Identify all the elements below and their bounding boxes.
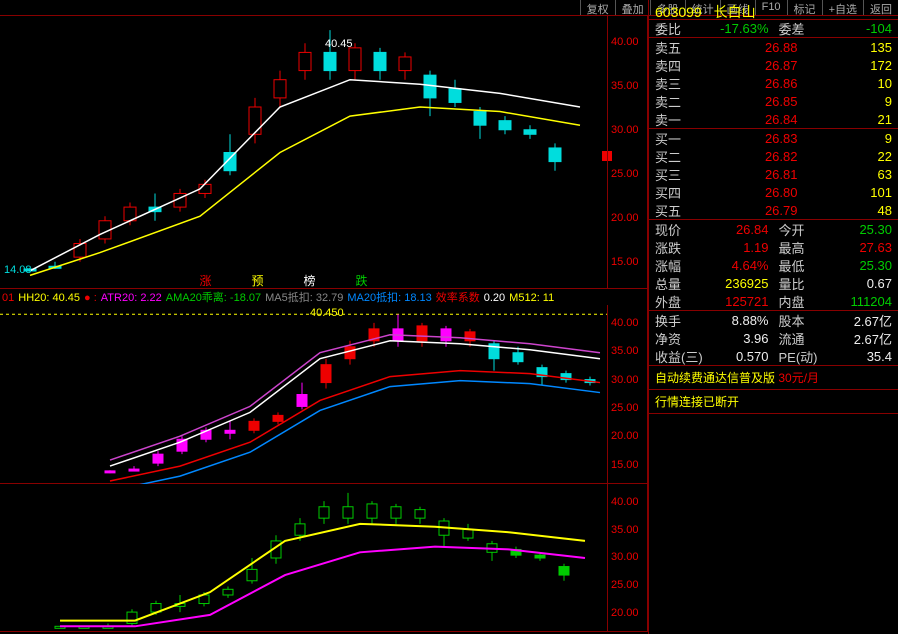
- bid-rows: 买一26.839买二26.8222买三26.8163买四26.80101买五26…: [649, 129, 898, 219]
- ytick: 25.00: [608, 402, 647, 414]
- order-row: 卖四26.87172: [649, 56, 898, 74]
- indicator-value: ● :: [84, 292, 97, 304]
- info-row: 收益(三)0.570PE(动)35.4: [649, 347, 898, 365]
- ytick: 25.00: [608, 168, 647, 180]
- high-annotation: 40.45: [325, 38, 353, 50]
- indicator-readout: 01 HH20: 40.45 ● : ATR20: 2.22 AMA20乖离: -18.…: [2, 289, 558, 305]
- chart-area: 40.45 14.08 涨 预 榜 跌 40.00 35.00 30.00 25.00…: [0, 16, 648, 634]
- chart-panel-3[interactable]: 40.00 35.00 30.00 25.00 20.00: [0, 484, 648, 632]
- indicator-value: HH20: 40.45: [18, 292, 80, 304]
- order-row: 买四26.80101: [649, 183, 898, 201]
- indicator-value: MA5抵扣: 32.79: [265, 292, 343, 304]
- ytick: 30.00: [608, 374, 647, 386]
- order-row: 卖三26.8610: [649, 74, 898, 92]
- indicator-value: MA20抵扣: 18.13: [347, 292, 431, 304]
- info-row: 涨跌1.19最高27.63: [649, 238, 898, 256]
- tab-down[interactable]: 跌: [356, 272, 368, 288]
- info-row: 净资3.96流通2.67亿: [649, 329, 898, 347]
- tab-yu[interactable]: 预: [251, 272, 263, 288]
- notices: 自动续费通达信普及版 30元/月行情连接已断开: [649, 366, 898, 414]
- ytick: 40.00: [608, 36, 647, 48]
- notice-row: 行情连接已断开: [649, 390, 898, 414]
- chart1-yaxis: 40.00 35.00 30.00 25.00 20.00 15.00: [607, 16, 647, 288]
- info-row: 涨幅4.64%最低25.30: [649, 256, 898, 274]
- stock-code: 603099: [655, 4, 702, 20]
- info-row: 外盘125721内盘111204: [649, 292, 898, 310]
- order-row: 卖一26.8421: [649, 110, 898, 128]
- chart2-yaxis: 40.00 35.00 30.00 25.00 20.00 15.00: [607, 305, 647, 483]
- indicator-value: 效率系数: [436, 292, 480, 304]
- stats-rows: 换手8.88%股本2.67亿净资3.96流通2.67亿收益(三)0.570PE(…: [649, 311, 898, 365]
- chart2-annotation: 40.450: [310, 307, 344, 319]
- ytick: 15.00: [608, 459, 647, 471]
- order-row: 买二26.8222: [649, 147, 898, 165]
- indicator-value: ATR20: 2.22: [101, 292, 162, 304]
- ask-rows: 卖五26.88135卖四26.87172卖三26.8610卖二26.859卖一2…: [649, 38, 898, 128]
- ytick: 35.00: [608, 524, 647, 536]
- chart-panel-2[interactable]: 01 HH20: 40.45 ● : ATR20: 2.22 AMA20乖离: -18.…: [0, 289, 648, 484]
- notice-row: 自动续费通达信普及版 30元/月: [649, 366, 898, 390]
- indicator-value: 01: [2, 292, 14, 304]
- ytick: 35.00: [608, 345, 647, 357]
- info-row: 换手8.88%股本2.67亿: [649, 311, 898, 329]
- order-row: 买三26.8163: [649, 165, 898, 183]
- tab-bang[interactable]: 榜: [304, 272, 316, 288]
- ytick: 40.00: [608, 496, 647, 508]
- order-row: 卖五26.88135: [649, 38, 898, 56]
- order-row: 买一26.839: [649, 129, 898, 147]
- mid-tabs[interactable]: 涨 预 榜 跌: [0, 272, 567, 288]
- indicator-value: AMA20乖离: -18.07: [166, 292, 261, 304]
- toolbar-item[interactable]: 复权: [580, 0, 615, 15]
- chart3-plot: [0, 484, 607, 631]
- quote-rows: 现价26.84今开25.30涨跌1.19最高27.63涨幅4.64%最低25.3…: [649, 220, 898, 310]
- chart-panel-1[interactable]: 40.45 14.08 涨 预 榜 跌 40.00 35.00 30.00 25.00…: [0, 16, 648, 289]
- chart2-plot: 40.450: [0, 305, 607, 483]
- ytick: 40.00: [608, 317, 647, 329]
- info-row: 总量236925量比0.67: [649, 274, 898, 292]
- chart3-yaxis: 40.00 35.00 30.00 25.00 20.00: [607, 484, 647, 631]
- side-panel: 603099 长白山 委比 -17.63% 委差 -104 卖五26.88135…: [648, 0, 898, 634]
- ytick: 35.00: [608, 80, 647, 92]
- order-row: 卖二26.859: [649, 92, 898, 110]
- stock-title[interactable]: 603099 长白山: [649, 0, 898, 20]
- ytick: 25.00: [608, 579, 647, 591]
- order-row: 买五26.7948: [649, 201, 898, 219]
- stock-name: 长白山: [714, 4, 756, 20]
- toolbar-item[interactable]: 叠加: [615, 0, 650, 15]
- ytick: 15.00: [608, 256, 647, 268]
- chart1-plot: 40.45 14.08 涨 预 榜 跌: [0, 16, 607, 288]
- info-row: 现价26.84今开25.30: [649, 220, 898, 238]
- ytick: 30.00: [608, 124, 647, 136]
- ytick: 20.00: [608, 212, 647, 224]
- indicator-value: 0.20: [484, 292, 505, 304]
- ytick: 30.00: [608, 551, 647, 563]
- weibi-row: 委比 -17.63% 委差 -104: [649, 20, 898, 38]
- indicator-value: M512: 11: [509, 292, 554, 304]
- tab-up[interactable]: 涨: [199, 272, 211, 288]
- ytick: 20.00: [608, 430, 647, 442]
- ytick: 20.00: [608, 607, 647, 619]
